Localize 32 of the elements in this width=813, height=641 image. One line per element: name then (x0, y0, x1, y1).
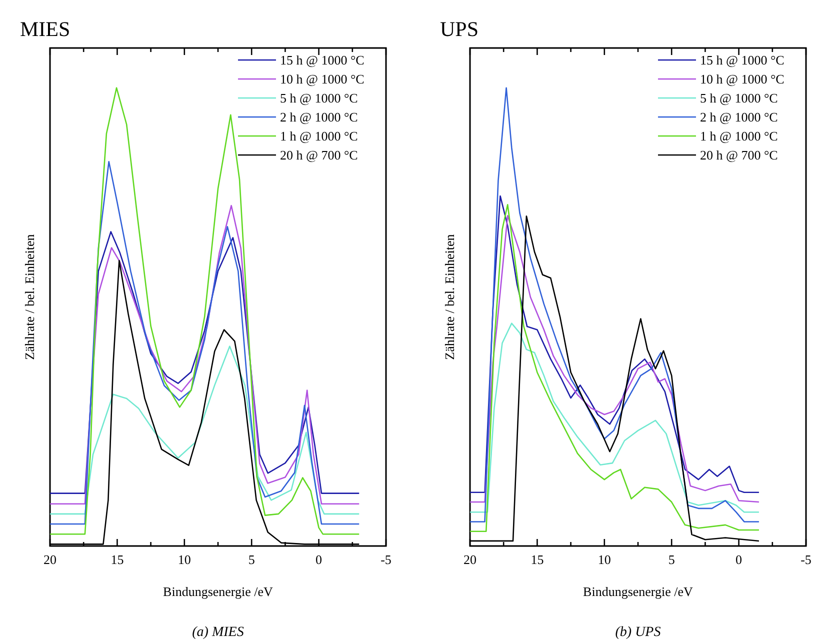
legend-label: 1 h @ 1000 °C (280, 128, 358, 144)
x-axis-title: Bindungsenergie /eV (583, 584, 694, 599)
legend-label: 1 h @ 1000 °C (700, 128, 778, 144)
chart-title: MIES (20, 17, 70, 41)
x-tick-label: 5 (248, 552, 255, 567)
legend-label: 2 h @ 1000 °C (700, 110, 778, 124)
x-tick-label: 10 (598, 552, 611, 567)
x-tick-label: 0 (316, 552, 322, 567)
legend-label: 15 h @ 1000 °C (280, 52, 364, 68)
legend-label: 10 h @ 1000 °C (700, 72, 784, 86)
legend-label: 10 h @ 1000 °C (280, 72, 364, 86)
text: (b) UPS (615, 625, 661, 640)
legend-label: 20 h @ 700 °C (700, 148, 778, 162)
x-axis-title: Bindungsenergie /eV (163, 584, 274, 599)
text: (a) MIES (192, 625, 244, 640)
x-tick-label: 20 (464, 552, 476, 567)
x-tick-label: 15 (530, 552, 544, 567)
x-tick-label: 5 (668, 552, 675, 567)
legend-label: 2 h @ 1000 °C (280, 110, 358, 124)
x-tick-label: 0 (736, 552, 742, 567)
y-axis-title: Zählrate / bel. Einheiten (22, 234, 37, 360)
x-tick-label: 20 (44, 552, 56, 567)
x-tick-label: 15 (110, 552, 124, 567)
chart-title: UPS (440, 17, 479, 41)
legend-label: 5 h @ 1000 °C (280, 90, 358, 106)
legend-label: 5 h @ 1000 °C (700, 90, 778, 106)
x-tick-label: -5 (380, 552, 392, 567)
legend-label: 20 h @ 700 °C (280, 148, 358, 162)
y-axis-title: Zählrate / bel. Einheiten (442, 234, 457, 360)
x-tick-label: -5 (800, 552, 812, 567)
x-tick-label: 10 (178, 552, 191, 567)
legend-label: 15 h @ 1000 °C (700, 52, 784, 68)
